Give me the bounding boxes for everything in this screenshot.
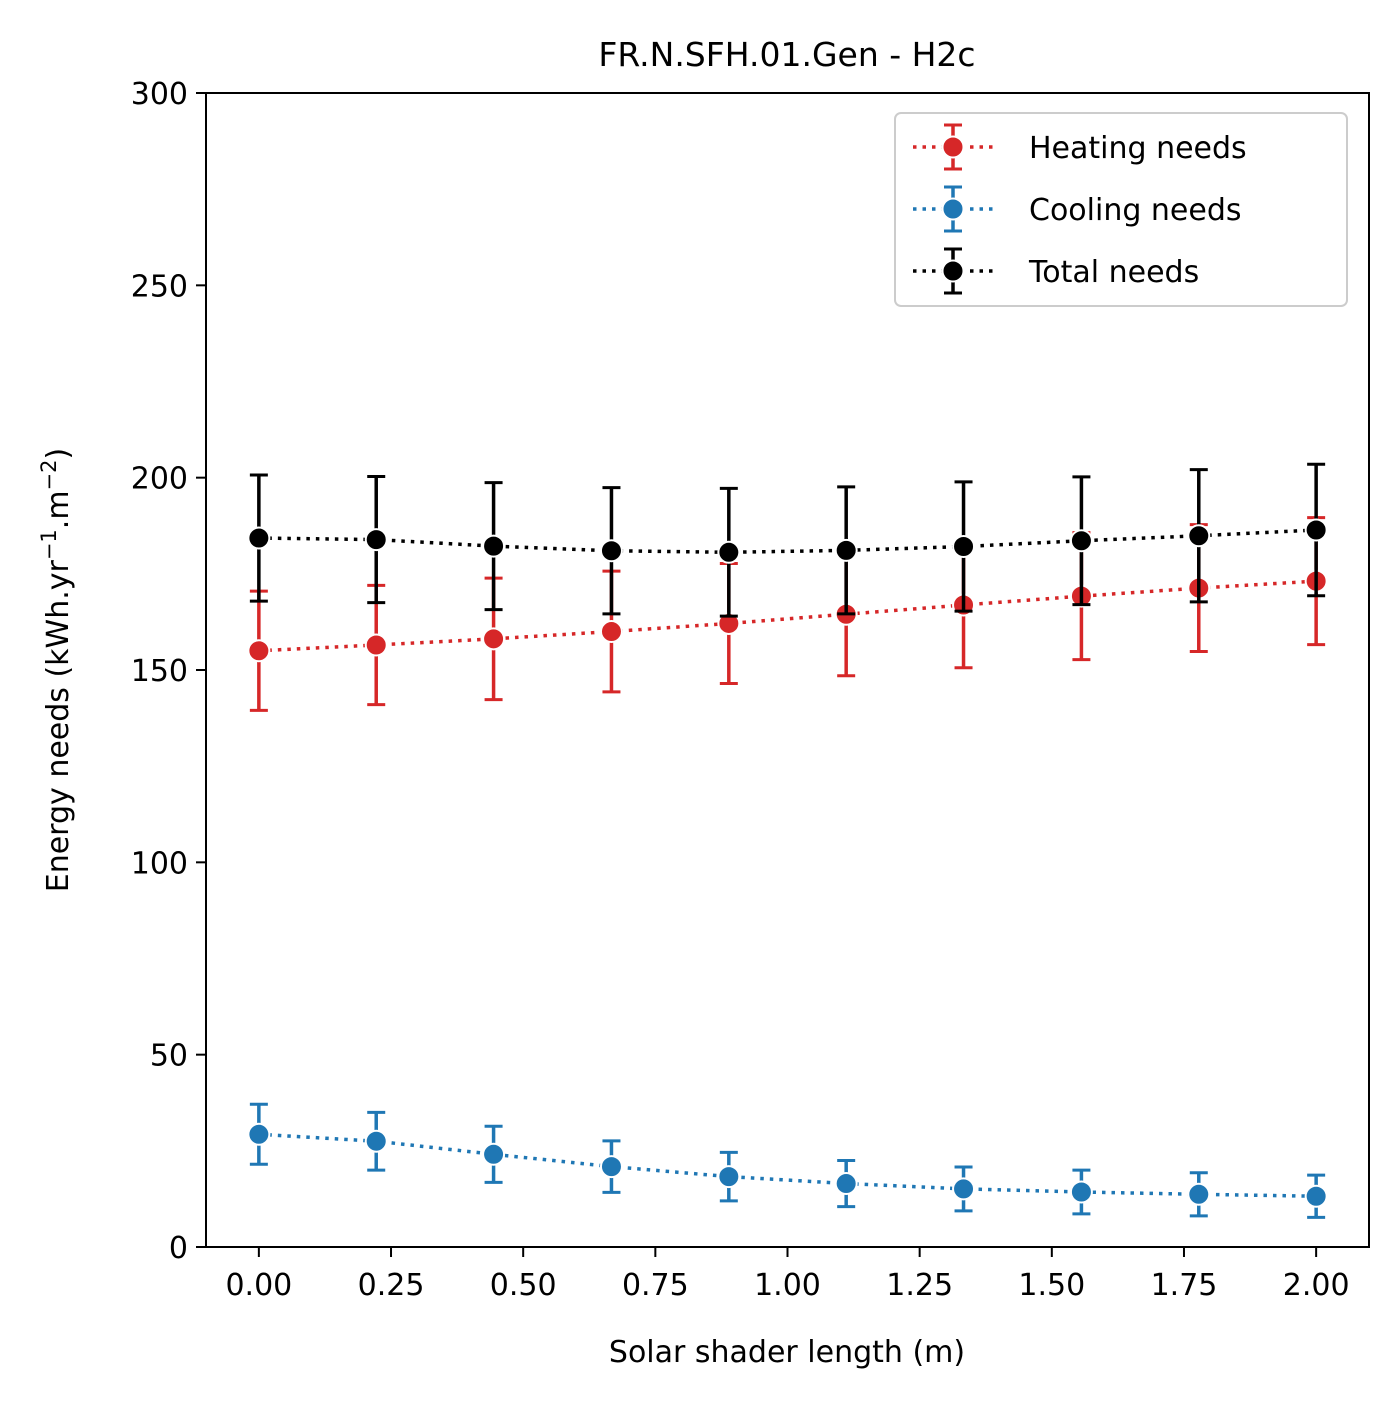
y-axis-label: Energy needs (kWh.yr−1.m−2) bbox=[37, 448, 76, 893]
legend-marker bbox=[941, 259, 965, 283]
data-point bbox=[482, 534, 506, 558]
data-point bbox=[247, 1122, 271, 1146]
data-point bbox=[952, 535, 976, 559]
legend-label: Total needs bbox=[1028, 255, 1199, 290]
series-cooling-needs bbox=[247, 1102, 1328, 1219]
data-point bbox=[1069, 1180, 1093, 1204]
data-point bbox=[599, 1155, 623, 1179]
legend-label: Heating needs bbox=[1029, 131, 1247, 166]
legend-marker bbox=[941, 135, 965, 159]
y-tick-label: 100 bbox=[131, 846, 188, 881]
y-axis-label-main: Energy needs (kWh.yr bbox=[41, 560, 76, 893]
y-axis-label-sup2: −2 bbox=[37, 459, 61, 490]
legend-label: Cooling needs bbox=[1029, 193, 1242, 228]
chart-title: FR.N.SFH.01.Gen - H2c bbox=[598, 35, 975, 74]
x-tick-label: 1.75 bbox=[1151, 1268, 1218, 1303]
series-total-needs bbox=[247, 462, 1328, 618]
data-point bbox=[247, 639, 271, 663]
data-point bbox=[834, 538, 858, 562]
x-tick-label: 1.25 bbox=[886, 1268, 953, 1303]
data-point bbox=[247, 526, 271, 550]
x-tick-label: 1.50 bbox=[1018, 1268, 1085, 1303]
data-point bbox=[1304, 518, 1328, 542]
data-point bbox=[364, 528, 388, 552]
y-tick-label: 200 bbox=[131, 462, 188, 497]
y-axis-label-sup1: −1 bbox=[37, 529, 61, 560]
plot-area bbox=[205, 92, 1370, 1248]
legend-marker bbox=[941, 197, 965, 221]
x-tick-label: 0.50 bbox=[490, 1268, 557, 1303]
y-tick-label: 50 bbox=[150, 1039, 188, 1074]
data-point bbox=[599, 539, 623, 563]
x-axis: 0.00 0.25 0.50 0.75 1.00 1.25 1.50 1.75 2.00 bbox=[225, 1247, 1350, 1303]
legend: Heating needs Cooling needs Total needs bbox=[894, 112, 1348, 307]
x-tick-label: 0.00 bbox=[225, 1268, 292, 1303]
y-tick-label: 250 bbox=[131, 269, 188, 304]
series-layer bbox=[247, 462, 1328, 1219]
data-point bbox=[717, 540, 741, 564]
y-tick-label: 0 bbox=[169, 1231, 188, 1266]
y-axis-label-end: ) bbox=[41, 448, 76, 460]
data-point bbox=[1187, 524, 1211, 548]
y-axis-label-mid: .m bbox=[41, 490, 76, 529]
data-point bbox=[482, 1142, 506, 1166]
data-point bbox=[364, 1129, 388, 1153]
data-point bbox=[717, 1165, 741, 1189]
x-tick-label: 2.00 bbox=[1283, 1268, 1350, 1303]
data-point bbox=[952, 1177, 976, 1201]
x-tick-label: 0.25 bbox=[358, 1268, 425, 1303]
data-point bbox=[1187, 1182, 1211, 1206]
x-tick-label: 1.00 bbox=[754, 1268, 821, 1303]
legend-item: Cooling needs bbox=[913, 185, 1242, 233]
series-line bbox=[258, 1132, 1317, 1198]
legend-box bbox=[894, 112, 1348, 307]
data-point bbox=[834, 1172, 858, 1196]
legend-item: Total needs bbox=[913, 247, 1199, 295]
x-axis-label: Solar shader length (m) bbox=[609, 1335, 965, 1370]
y-axis: 0 50 100 150 200 250 300 bbox=[131, 77, 206, 1266]
data-point bbox=[482, 627, 506, 651]
data-point bbox=[1304, 1184, 1328, 1208]
legend-item: Heating needs bbox=[913, 123, 1247, 171]
y-tick-label: 150 bbox=[131, 654, 188, 689]
data-point bbox=[364, 633, 388, 657]
y-tick-label: 300 bbox=[131, 77, 188, 112]
data-point bbox=[1069, 529, 1093, 553]
data-point bbox=[599, 620, 623, 644]
x-tick-label: 0.75 bbox=[622, 1268, 689, 1303]
